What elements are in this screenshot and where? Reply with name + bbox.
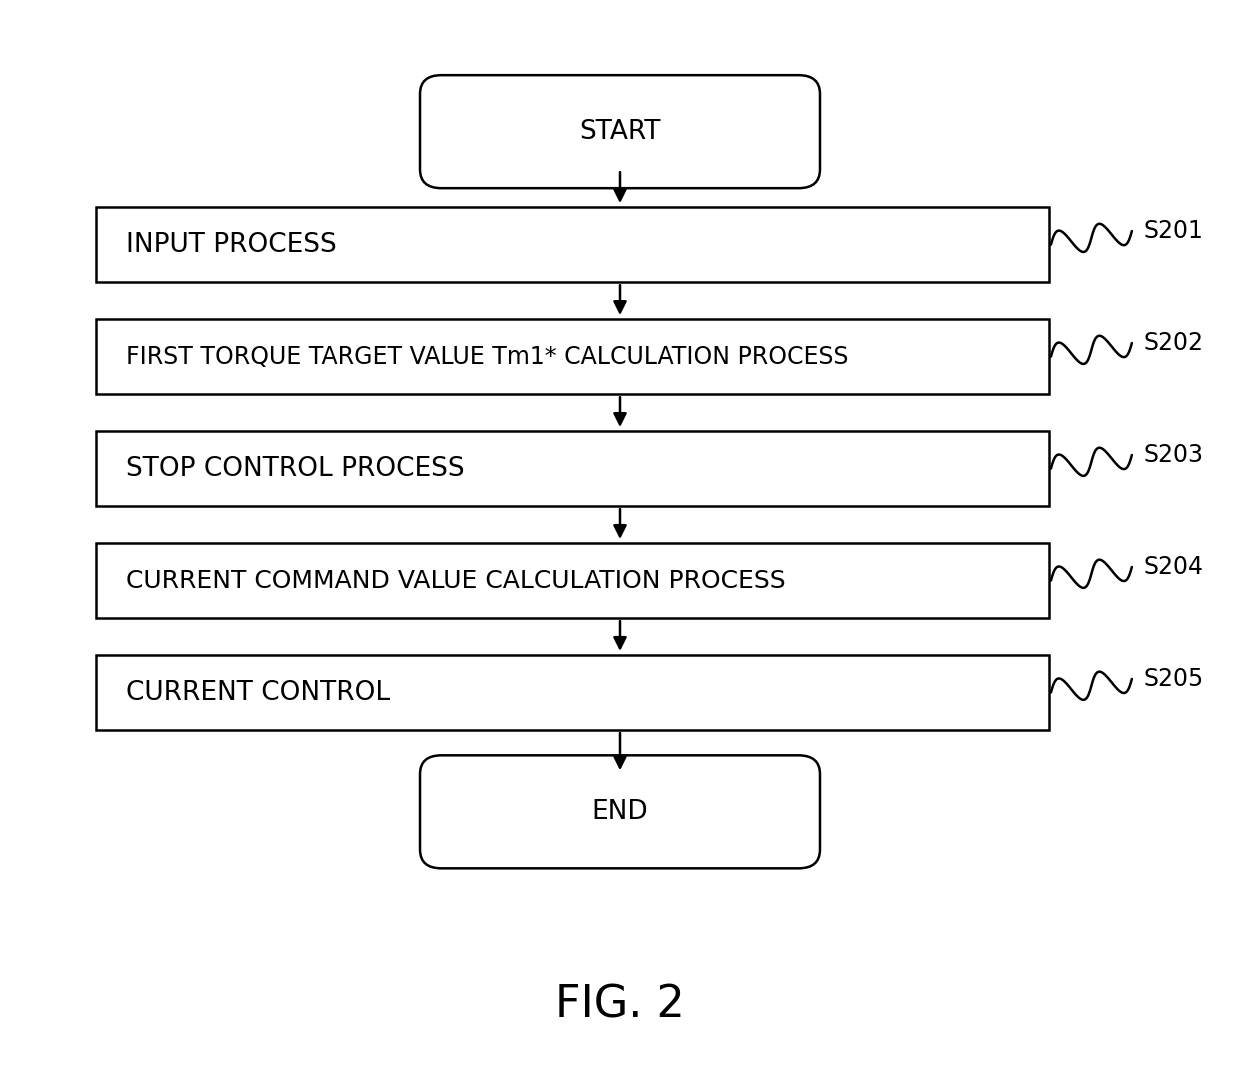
Text: S204: S204 [1143, 555, 1204, 579]
Text: S201: S201 [1143, 219, 1204, 243]
Text: FIG. 2: FIG. 2 [556, 983, 684, 1027]
FancyBboxPatch shape [97, 655, 1049, 730]
FancyBboxPatch shape [420, 75, 820, 189]
FancyBboxPatch shape [97, 543, 1049, 618]
FancyBboxPatch shape [97, 207, 1049, 282]
Text: S202: S202 [1143, 331, 1204, 355]
FancyBboxPatch shape [97, 319, 1049, 395]
Text: S203: S203 [1143, 443, 1204, 467]
FancyBboxPatch shape [420, 755, 820, 869]
Text: S205: S205 [1143, 667, 1204, 691]
FancyBboxPatch shape [97, 431, 1049, 506]
Text: STOP CONTROL PROCESS: STOP CONTROL PROCESS [126, 456, 465, 482]
Text: INPUT PROCESS: INPUT PROCESS [126, 232, 337, 257]
Text: END: END [591, 799, 649, 825]
Text: CURRENT COMMAND VALUE CALCULATION PROCESS: CURRENT COMMAND VALUE CALCULATION PROCES… [126, 569, 786, 593]
Text: CURRENT CONTROL: CURRENT CONTROL [126, 679, 391, 705]
Text: FIRST TORQUE TARGET VALUE Tm1* CALCULATION PROCESS: FIRST TORQUE TARGET VALUE Tm1* CALCULATI… [126, 344, 848, 368]
Text: START: START [579, 119, 661, 145]
